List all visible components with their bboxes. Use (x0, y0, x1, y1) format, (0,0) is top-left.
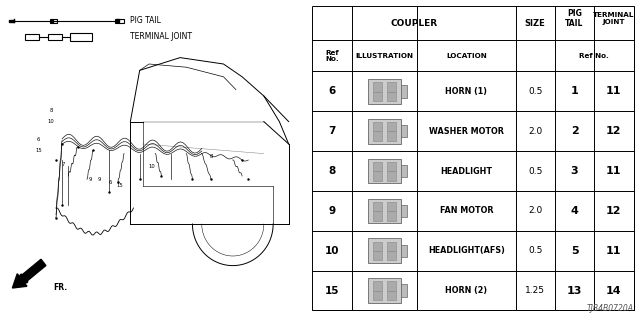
Text: Ref No.: Ref No. (579, 53, 609, 59)
Text: 7: 7 (328, 126, 336, 136)
Bar (70, 33, 92, 41)
Bar (372, 291, 382, 300)
Bar (387, 211, 396, 220)
Bar (387, 171, 396, 181)
Bar (387, 282, 396, 291)
Text: 1.25: 1.25 (525, 286, 545, 295)
Text: ILLUSTRATION: ILLUSTRATION (355, 53, 413, 59)
Text: 9: 9 (328, 206, 335, 216)
Bar (401, 244, 408, 257)
FancyArrow shape (12, 259, 46, 288)
Bar (372, 171, 382, 181)
Bar (372, 282, 382, 291)
Text: 7: 7 (62, 162, 65, 167)
Text: LOCATION: LOCATION (446, 53, 487, 59)
Text: HEADLIGHT(AFS): HEADLIGHT(AFS) (428, 246, 505, 255)
Bar (115, 19, 124, 23)
Bar (368, 238, 401, 263)
Bar (401, 205, 408, 217)
Bar (387, 202, 396, 211)
Bar (387, 251, 396, 260)
Text: 11: 11 (606, 246, 621, 256)
Bar (116, 19, 119, 22)
Text: Ref
No.: Ref No. (325, 50, 339, 62)
Text: HORN (1): HORN (1) (445, 87, 488, 96)
Text: 4: 4 (571, 206, 579, 216)
Bar (368, 199, 401, 223)
Bar (368, 79, 401, 104)
Text: 10: 10 (48, 119, 54, 124)
Bar (368, 119, 401, 144)
Text: 9: 9 (88, 177, 92, 182)
Bar (372, 251, 382, 260)
Text: TJB4B0720A: TJB4B0720A (586, 304, 634, 313)
Bar (372, 162, 382, 171)
Text: 11: 11 (606, 166, 621, 176)
Bar (372, 92, 382, 101)
Bar (10, 20, 14, 22)
Text: 5: 5 (571, 246, 579, 256)
Text: 0.5: 0.5 (528, 87, 543, 96)
Text: HEADLIGHT: HEADLIGHT (440, 167, 492, 176)
Text: 8: 8 (209, 154, 212, 159)
Bar (401, 165, 408, 177)
Bar (51, 20, 52, 22)
Bar (387, 82, 396, 92)
Text: 15: 15 (325, 285, 339, 296)
Text: 6: 6 (109, 180, 112, 185)
Text: 8: 8 (49, 108, 53, 113)
Text: 0.5: 0.5 (528, 167, 543, 176)
Text: FAN MOTOR: FAN MOTOR (440, 206, 493, 215)
Text: 10: 10 (148, 164, 156, 169)
Text: 2: 2 (571, 126, 579, 136)
Bar (372, 122, 382, 132)
Bar (372, 211, 382, 220)
Text: 11: 11 (606, 86, 621, 96)
Text: 1: 1 (571, 86, 579, 96)
Text: 6: 6 (37, 137, 40, 142)
Text: 15: 15 (116, 183, 123, 188)
Text: TERMINAL JOINT: TERMINAL JOINT (131, 32, 193, 41)
Text: PIG TAIL: PIG TAIL (131, 16, 161, 25)
Bar (368, 278, 401, 303)
Bar (401, 85, 408, 98)
Text: HORN (2): HORN (2) (445, 286, 488, 295)
Bar (387, 291, 396, 300)
Bar (387, 162, 396, 171)
Text: 3: 3 (571, 166, 579, 176)
Text: 9: 9 (98, 177, 101, 182)
Text: PIG
TAIL: PIG TAIL (565, 9, 584, 28)
Bar (387, 132, 396, 141)
Bar (372, 202, 382, 211)
Text: 15: 15 (35, 148, 42, 153)
Text: 10: 10 (325, 246, 339, 256)
Text: TERMINAL
JOINT: TERMINAL JOINT (593, 12, 634, 25)
Text: 12: 12 (606, 126, 621, 136)
Bar (387, 242, 396, 251)
Text: SIZE: SIZE (525, 19, 545, 28)
Text: 8: 8 (328, 166, 336, 176)
Text: 2.0: 2.0 (528, 206, 542, 215)
Bar (368, 159, 401, 183)
Bar (401, 284, 408, 297)
Bar (387, 122, 396, 132)
Bar (25, 34, 39, 40)
Text: 0.5: 0.5 (528, 246, 543, 255)
Text: 12: 12 (606, 206, 621, 216)
Text: 13: 13 (567, 285, 582, 296)
Text: 2.0: 2.0 (528, 127, 542, 136)
Text: FR.: FR. (52, 284, 67, 292)
Text: WASHER MOTOR: WASHER MOTOR (429, 127, 504, 136)
Bar (372, 132, 382, 141)
Bar (372, 82, 382, 92)
Text: 14: 14 (606, 285, 621, 296)
Text: 6: 6 (328, 86, 336, 96)
Bar (48, 34, 62, 40)
Bar (50, 19, 58, 23)
Text: COUPLER: COUPLER (390, 19, 438, 28)
Bar (401, 125, 408, 137)
Bar (372, 242, 382, 251)
Bar (387, 92, 396, 101)
